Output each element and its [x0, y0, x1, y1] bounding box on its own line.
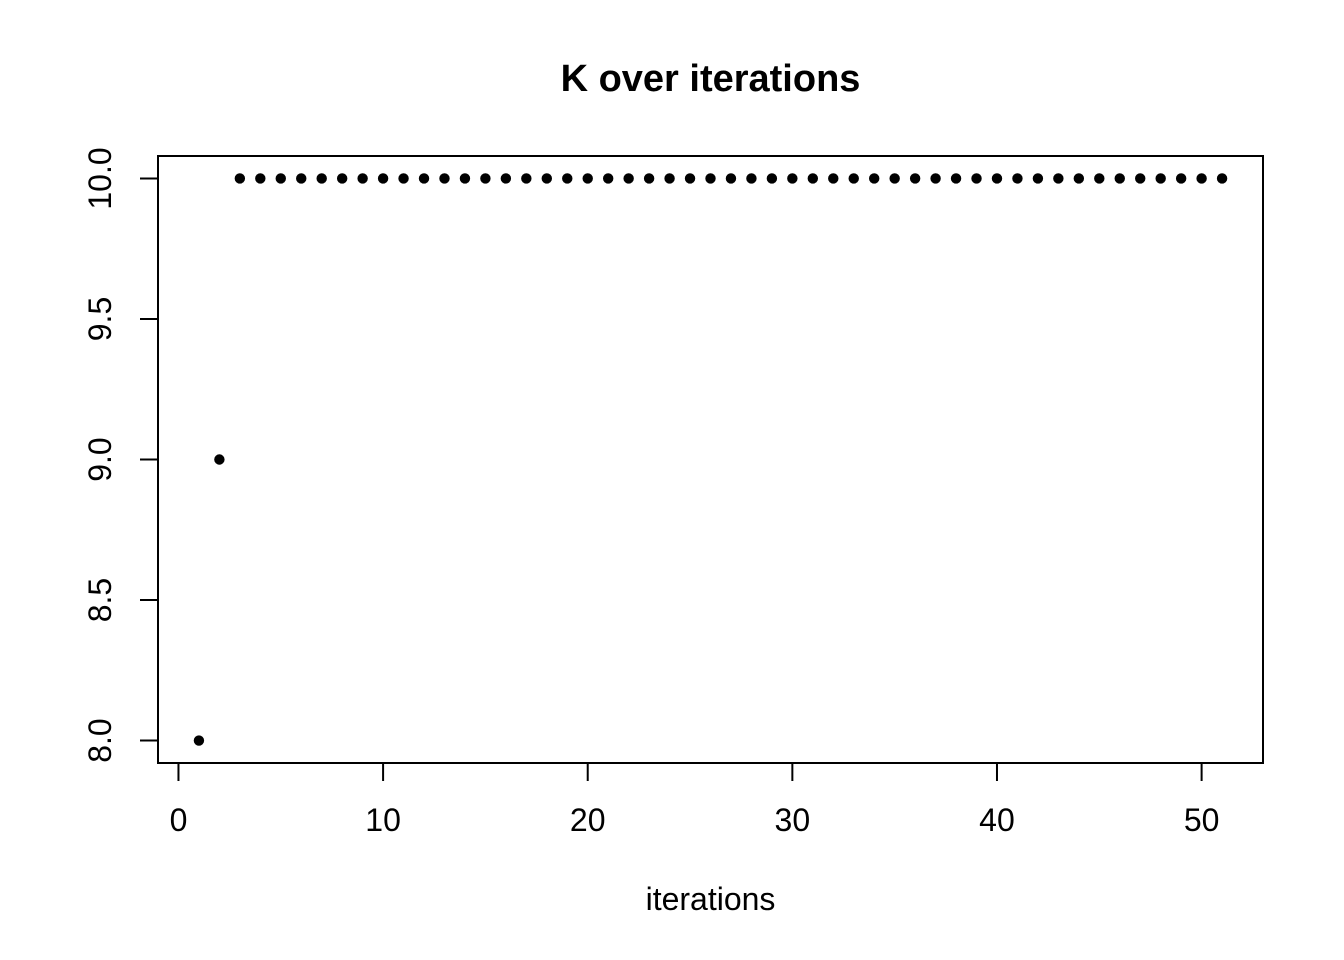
data-point	[746, 173, 757, 184]
data-point	[377, 173, 389, 184]
data-point	[500, 173, 512, 184]
data-point	[787, 173, 798, 184]
data-point	[1094, 173, 1105, 184]
data-point	[316, 173, 327, 184]
data-point	[705, 173, 716, 184]
data-point	[1073, 173, 1085, 184]
data-point	[1114, 173, 1125, 184]
data-point	[1196, 173, 1207, 184]
x-tick-label: 0	[170, 802, 188, 838]
data-point	[991, 173, 1003, 184]
data-point	[930, 173, 941, 184]
data-point	[418, 173, 430, 184]
y-tick-label: 8.0	[82, 718, 118, 762]
data-point	[1155, 173, 1166, 184]
data-point	[1135, 173, 1146, 184]
data-point	[971, 173, 982, 184]
data-point	[193, 735, 205, 746]
y-tick-label: 10.0	[82, 147, 118, 209]
data-point	[602, 173, 614, 184]
data-point	[521, 173, 532, 184]
data-point	[684, 173, 696, 184]
data-point	[562, 173, 573, 184]
data-point	[664, 173, 675, 184]
data-point	[950, 173, 962, 184]
data-point	[234, 173, 246, 184]
data-point	[439, 173, 450, 184]
data-point	[214, 454, 225, 465]
data-point	[643, 173, 655, 184]
data-point	[623, 173, 634, 184]
data-point	[357, 173, 368, 184]
data-point	[480, 173, 491, 184]
data-point	[766, 173, 778, 184]
x-tick-label: 10	[365, 802, 401, 838]
data-point	[869, 173, 880, 184]
data-point	[725, 173, 737, 184]
data-point	[1175, 173, 1187, 184]
data-point	[889, 173, 900, 184]
x-axis-label: iterations	[645, 881, 776, 917]
y-tick-label: 8.5	[82, 578, 118, 622]
data-point	[541, 173, 552, 184]
x-tick-label: 40	[979, 802, 1015, 838]
data-point	[1216, 173, 1228, 184]
x-tick-label: 20	[570, 802, 606, 838]
y-tick-label: 9.5	[82, 297, 118, 341]
data-point	[255, 173, 266, 184]
data-point	[848, 173, 859, 184]
data-point	[275, 173, 286, 184]
chart-title: K over iterations	[560, 58, 861, 100]
x-tick-label: 50	[1184, 802, 1220, 838]
data-point	[909, 173, 921, 184]
data-point	[296, 173, 307, 184]
plot-box	[157, 155, 1264, 764]
data-point	[459, 173, 471, 184]
data-point	[1032, 173, 1044, 184]
data-point	[1053, 173, 1064, 184]
data-point	[807, 173, 819, 184]
y-tick-label: 9.0	[82, 437, 118, 481]
data-point	[336, 173, 348, 184]
data-point	[398, 173, 409, 184]
data-point	[582, 173, 593, 184]
x-tick-label: 30	[775, 802, 811, 838]
data-point	[1012, 173, 1023, 184]
data-point	[828, 173, 839, 184]
